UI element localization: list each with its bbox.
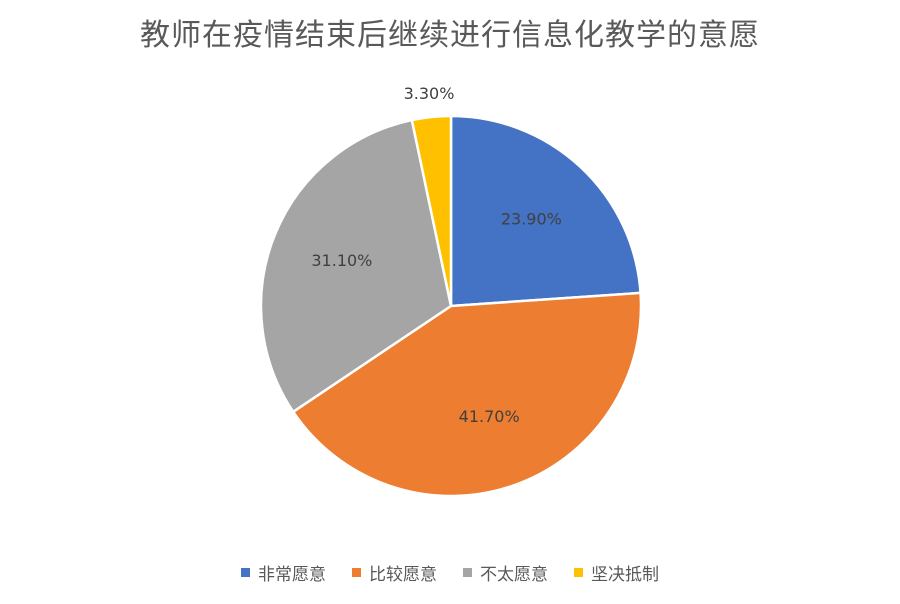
data-label-not-very-willing: 31.10% [311,251,372,270]
legend-label: 不太愿意 [480,565,548,585]
legend-label: 非常愿意 [258,565,326,585]
legend-label: 比较愿意 [369,565,437,585]
pie-slice-not-very-willing [259,118,453,414]
legend-item-very-willing: 非常愿意 [241,560,326,585]
pie-slice-very-willing [449,114,642,308]
legend-swatch [241,568,250,577]
pie-slice-firmly-opposed [410,114,453,308]
legend: 非常愿意 比较愿意 不太愿意 坚决抵制 [0,560,900,585]
legend-item-not-very-willing: 不太愿意 [463,560,548,585]
data-label-fairly-willing: 41.70% [459,407,520,426]
data-label-firmly-opposed: 3.30% [404,84,455,103]
legend-swatch [352,568,361,577]
legend-item-fairly-willing: 比较愿意 [352,560,437,585]
legend-item-firmly-opposed: 坚决抵制 [574,560,659,585]
data-label-very-willing: 23.90% [501,209,562,228]
pie-slice-fairly-willing [291,291,643,498]
legend-swatch [463,568,472,577]
legend-label: 坚决抵制 [591,565,659,585]
legend-swatch [574,568,583,577]
chart-title: 教师在疫情结束后继续进行信息化教学的意愿 [140,18,760,53]
